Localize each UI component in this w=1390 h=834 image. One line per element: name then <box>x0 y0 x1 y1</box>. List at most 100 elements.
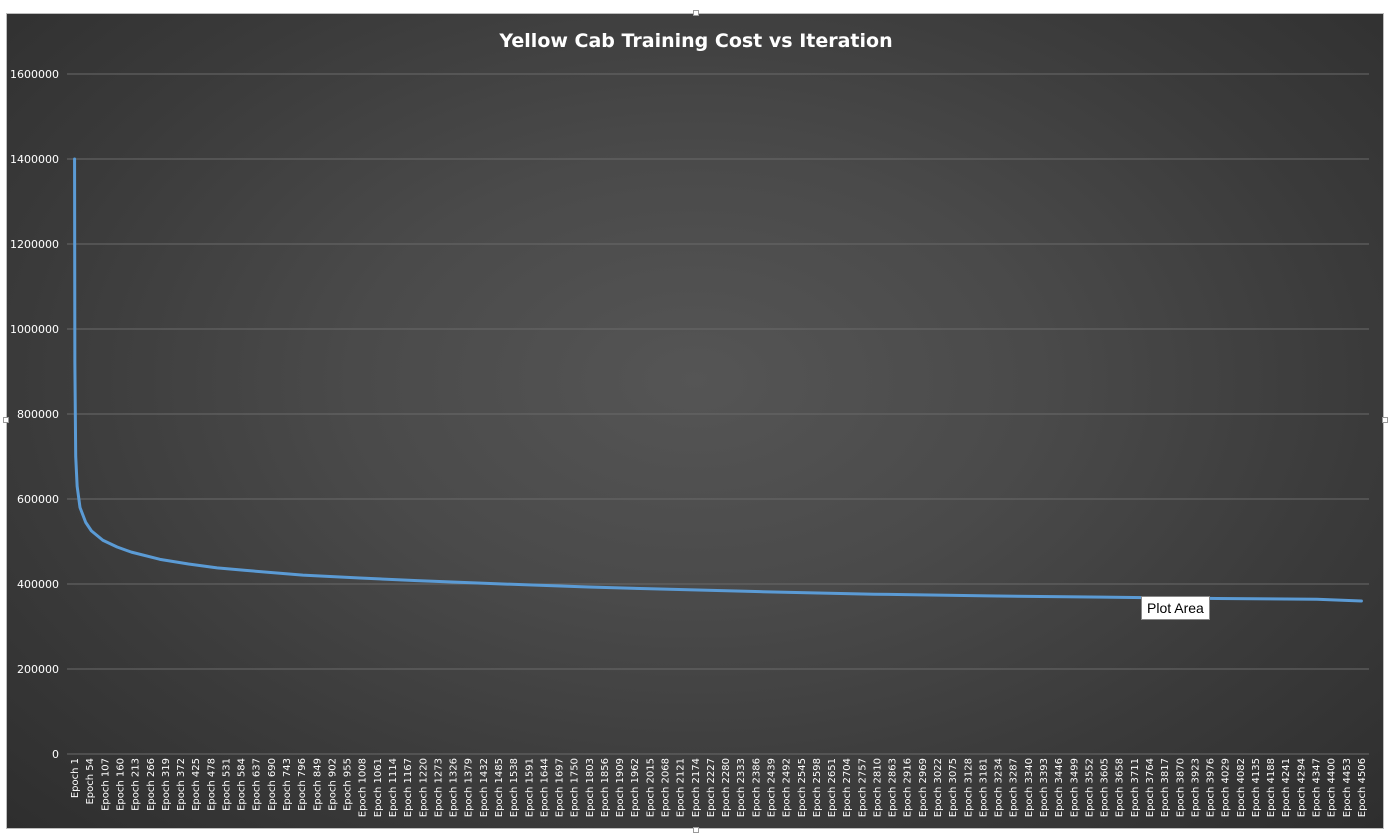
x-tick-label: Epoch 637 <box>252 758 263 811</box>
x-tick-label: Epoch 1432 <box>479 758 490 817</box>
x-tick-label: Epoch 3181 <box>978 758 989 817</box>
x-tick-label: Epoch 3393 <box>1039 758 1050 817</box>
x-tick-label: Epoch 4400 <box>1327 758 1338 817</box>
x-tick-label: Epoch 3287 <box>1009 758 1020 817</box>
x-tick-label: Epoch 743 <box>282 758 293 811</box>
x-tick-label: Epoch 1644 <box>539 758 550 817</box>
x-tick-label: Epoch 1379 <box>464 758 475 817</box>
x-tick-label: Epoch 3976 <box>1206 758 1217 817</box>
resize-handle-top[interactable] <box>693 10 699 16</box>
x-tick-label: Epoch 1114 <box>388 758 399 817</box>
x-tick-label: Epoch 1326 <box>449 758 460 817</box>
x-tick-label: Epoch 3234 <box>994 758 1005 817</box>
x-tick-label: Epoch 425 <box>191 758 202 811</box>
x-tick-label: Epoch 107 <box>100 758 111 811</box>
x-tick-label: Epoch 1803 <box>585 758 596 817</box>
x-tick-label: Epoch 4294 <box>1296 758 1307 817</box>
x-tick-label: Epoch 1909 <box>615 758 626 817</box>
x-tick-label: Epoch 4241 <box>1281 758 1292 817</box>
y-tick-label: 200000 <box>17 663 59 676</box>
x-tick-label: Epoch 1750 <box>570 758 581 817</box>
x-tick-label: Epoch 4135 <box>1251 758 1262 817</box>
x-tick-label: Epoch 849 <box>312 758 323 811</box>
x-tick-label: Epoch 1697 <box>555 758 566 817</box>
x-tick-label: Epoch 1485 <box>494 758 505 817</box>
x-tick-label: Epoch 1061 <box>373 758 384 817</box>
y-tick-label: 1400000 <box>10 153 59 166</box>
plot-area-tooltip: Plot Area <box>1141 596 1210 620</box>
x-tick-label: Epoch 54 <box>85 758 96 805</box>
x-tick-label: Epoch 2439 <box>766 758 777 817</box>
x-tick-label: Epoch 4082 <box>1236 758 1247 817</box>
resize-handle-right[interactable] <box>1382 417 1388 423</box>
x-tick-label: Epoch 2492 <box>782 758 793 817</box>
y-tick-label: 600000 <box>17 493 59 506</box>
y-tick-label: 1000000 <box>10 323 59 336</box>
x-tick-label: Epoch 266 <box>146 758 157 811</box>
x-tick-label: Epoch 3605 <box>1100 758 1111 817</box>
line-chart: Yellow Cab Training Cost vs Iteration 0 2… <box>10 30 1369 817</box>
x-tick-label: Epoch 478 <box>206 758 217 811</box>
x-tick-label: Epoch 2068 <box>661 758 672 817</box>
x-tick-label: Epoch 2863 <box>888 758 899 817</box>
gridlines <box>67 73 1369 755</box>
x-tick-label: Epoch 2280 <box>721 758 732 817</box>
x-tick-label: Epoch 3658 <box>1115 758 1126 817</box>
x-tick-label: Epoch 1538 <box>509 758 520 817</box>
y-tick-label: 0 <box>52 748 59 761</box>
x-tick-label: Epoch 4029 <box>1221 758 1232 817</box>
x-tick-label: Epoch 1220 <box>418 758 429 817</box>
x-tick-label: Epoch 3552 <box>1084 758 1095 817</box>
x-tick-label: Epoch 4506 <box>1357 758 1368 817</box>
x-tick-label: Epoch 3711 <box>1130 758 1141 817</box>
x-tick-label: Epoch 1273 <box>433 758 444 817</box>
x-tick-label: Epoch 3817 <box>1160 758 1171 817</box>
chart-area[interactable]: Yellow Cab Training Cost vs Iteration 0 2… <box>3 10 1388 833</box>
x-tick-label: Epoch 2015 <box>645 758 656 817</box>
chart-title: Yellow Cab Training Cost vs Iteration <box>498 30 892 52</box>
y-axis: 0 200000 400000 600000 800000 1000000 1200000 1… <box>10 68 59 761</box>
x-tick-label: Epoch 2174 <box>691 758 702 817</box>
x-tick-label: Epoch 2704 <box>842 758 853 817</box>
x-tick-label: Epoch 213 <box>131 758 142 811</box>
x-tick-label: Epoch 531 <box>221 758 232 811</box>
x-tick-label: Epoch 319 <box>161 758 172 811</box>
x-tick-label: Epoch 1856 <box>600 758 611 817</box>
x-tick-label: Epoch 2545 <box>797 758 808 817</box>
x-tick-label: Epoch 3446 <box>1054 758 1065 817</box>
x-tick-label: Epoch 955 <box>343 758 354 811</box>
x-tick-label: Epoch 4188 <box>1266 758 1277 817</box>
y-tick-label: 400000 <box>17 578 59 591</box>
x-tick-label: Epoch 2386 <box>751 758 762 817</box>
x-axis: Epoch 1 Epoch 54 Epoch 107 Epoch 160 Epoch 2… <box>70 758 1368 817</box>
x-tick-label: Epoch 902 <box>327 758 338 811</box>
x-tick-label: Epoch 584 <box>237 758 248 811</box>
x-tick-label: Epoch 690 <box>267 758 278 811</box>
x-tick-label: Epoch 2598 <box>812 758 823 817</box>
x-tick-label: Epoch 3022 <box>933 758 944 817</box>
series-line[interactable] <box>73 157 1363 603</box>
x-tick-label: Epoch 3128 <box>963 758 974 817</box>
x-tick-label: Epoch 2757 <box>857 758 868 817</box>
x-tick-label: Epoch 3075 <box>948 758 959 817</box>
resize-handle-bottom[interactable] <box>693 827 699 833</box>
x-tick-label: Epoch 4347 <box>1312 758 1323 817</box>
x-tick-label: Epoch 1167 <box>403 758 414 817</box>
series-layer <box>73 157 1363 603</box>
x-tick-label: Epoch 4453 <box>1342 758 1353 817</box>
x-tick-label: Epoch 1962 <box>630 758 641 817</box>
x-tick-label: Epoch 2651 <box>827 758 838 817</box>
resize-handle-left[interactable] <box>3 417 9 423</box>
x-tick-label: Epoch 3764 <box>1145 758 1156 817</box>
x-tick-label: Epoch 2916 <box>903 758 914 817</box>
x-tick-label: Epoch 3340 <box>1024 758 1035 817</box>
x-tick-label: Epoch 2333 <box>736 758 747 817</box>
y-tick-label: 1200000 <box>10 238 59 251</box>
x-tick-label: Epoch 2227 <box>706 758 717 817</box>
x-tick-label: Epoch 160 <box>115 758 126 811</box>
x-tick-label: Epoch 2969 <box>918 758 929 817</box>
y-tick-label: 1600000 <box>10 68 59 81</box>
x-tick-label: Epoch 2121 <box>676 758 687 817</box>
x-tick-label: Epoch 1 <box>70 758 81 798</box>
x-tick-label: Epoch 796 <box>297 758 308 811</box>
